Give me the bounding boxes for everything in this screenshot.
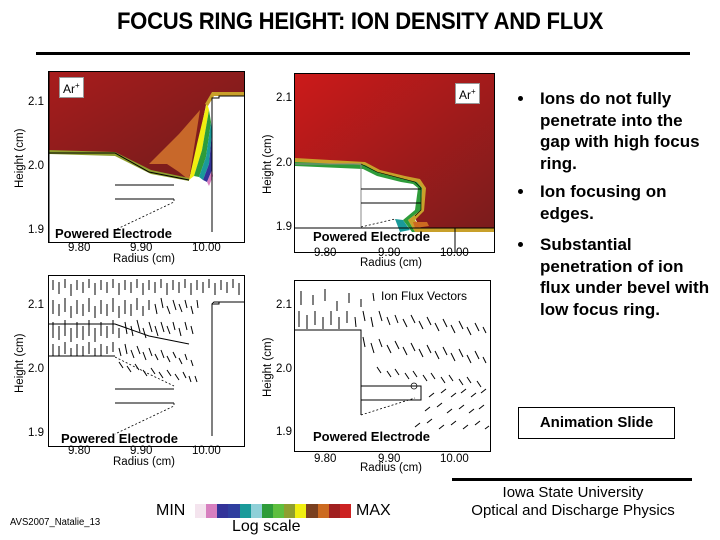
- panel-density-high-ring: Height (cm) 2.1 2.0 1.9: [0, 60, 250, 270]
- y-tick: 2.1: [28, 299, 44, 311]
- y-tick: 2.0: [276, 157, 292, 169]
- x-tick: 10.00: [440, 247, 469, 259]
- x-axis-label: Radius (cm): [360, 257, 422, 269]
- colorbar-scale-label: Log scale: [232, 518, 301, 535]
- title-underline: [36, 52, 690, 55]
- bullet-dot-icon: [518, 96, 523, 101]
- slide-id: AVS2007_Natalie_13: [10, 517, 101, 528]
- y-tick: 2.1: [276, 299, 292, 311]
- flux-vector-plot: Powered Electrode: [48, 275, 245, 447]
- y-axis-label: Height (cm): [14, 333, 26, 393]
- bullet-item: Substantial penetration of ion flux unde…: [516, 234, 716, 320]
- y-tick: 2.1: [276, 92, 292, 104]
- x-tick: 9.80: [68, 445, 91, 457]
- colorbar-swatch: [284, 504, 296, 518]
- y-tick: 2.0: [28, 160, 44, 172]
- colorbar: [195, 504, 351, 518]
- colorbar-swatch: [272, 504, 285, 518]
- x-tick: 9.80: [314, 453, 337, 465]
- bullet-dot-icon: [518, 242, 523, 247]
- colorbar-swatch: [195, 504, 207, 518]
- colorbar-max-label: MAX: [356, 502, 391, 519]
- bullet-item: Ions do not fully penetrate into the gap…: [516, 88, 716, 174]
- density-contour-graphic: [295, 74, 494, 252]
- density-plot: Ar+ Powered Electrode: [48, 71, 245, 243]
- colorbar-swatch: [228, 504, 240, 518]
- x-tick: 9.90: [378, 453, 401, 465]
- density-contour-graphic: [49, 72, 244, 242]
- y-tick: 1.9: [28, 224, 44, 236]
- x-tick: 9.90: [130, 242, 153, 254]
- institution-block: Iowa State University Optical and Discha…: [440, 484, 706, 520]
- colorbar-min-label: MIN: [156, 502, 186, 519]
- x-tick: 10.00: [192, 445, 221, 457]
- y-tick: 2.0: [276, 363, 292, 375]
- x-axis-label: Radius (cm): [113, 253, 175, 265]
- x-axis-label: Radius (cm): [360, 462, 422, 474]
- colorbar-swatch: [250, 504, 262, 518]
- flux-vector-graphic: [49, 279, 244, 446]
- x-tick: 9.90: [130, 445, 153, 457]
- x-axis-label: Radius (cm): [113, 456, 175, 468]
- y-tick: 1.9: [276, 221, 292, 233]
- flux-vector-plot: Ion Flux Vectors Powered Electrode: [294, 280, 491, 452]
- species-label: Ar+: [59, 77, 84, 98]
- y-axis-label: Height (cm): [14, 128, 26, 188]
- colorbar-swatch: [306, 504, 318, 518]
- bullet-list: Ions do not fully penetrate into the gap…: [516, 88, 716, 327]
- y-tick: 1.9: [28, 427, 44, 439]
- vector-label: Ion Flux Vectors: [381, 289, 468, 303]
- colorbar-swatch: [317, 504, 329, 518]
- colorbar-swatch: [217, 504, 229, 518]
- colorbar-swatch: [206, 504, 218, 518]
- density-plot: Ar+ Powered Electrode: [294, 73, 495, 253]
- y-tick: 2.1: [28, 96, 44, 108]
- bullet-dot-icon: [518, 189, 523, 194]
- animation-slide-button[interactable]: Animation Slide: [518, 407, 675, 439]
- electrode-label: Powered Electrode: [61, 431, 179, 446]
- institution-name: Iowa State University: [502, 484, 644, 501]
- y-tick: 1.9: [276, 426, 292, 438]
- institution-rule: [452, 478, 692, 481]
- x-tick: 10.00: [440, 453, 469, 465]
- panel-flux-low-ring: Height (cm) 2.1 2.0 1.9 Ion Flux Vectors…: [250, 265, 500, 475]
- colorbar-swatch: [261, 504, 273, 518]
- colorbar-swatch: [239, 504, 251, 518]
- y-axis-label: Height (cm): [262, 134, 274, 194]
- x-tick: 9.80: [68, 242, 91, 254]
- colorbar-swatch: [328, 504, 340, 518]
- x-tick: 9.90: [378, 247, 401, 259]
- electrode-label: Powered Electrode: [313, 429, 431, 444]
- slide-title: FOCUS RING HEIGHT: ION DENSITY AND FLUX: [116, 8, 604, 35]
- x-tick: 10.00: [192, 242, 221, 254]
- bullet-item: Ion focusing on edges.: [516, 181, 716, 224]
- electrode-label: Powered Electrode: [55, 226, 173, 241]
- y-tick: 2.0: [28, 363, 44, 375]
- electrode-label: Powered Electrode: [313, 229, 431, 244]
- panel-density-low-ring: Height (cm) 2.1 2.0 1.9 Ar+ Powe: [250, 60, 500, 270]
- species-label: Ar+: [455, 83, 480, 104]
- colorbar-swatch: [295, 504, 307, 518]
- x-tick: 9.80: [314, 247, 337, 259]
- group-name: Optical and Discharge Physics: [471, 502, 675, 519]
- colorbar-swatch: [339, 504, 351, 518]
- panel-flux-high-ring: Height (cm) 2.1 2.0 1.9 Powered Electrod…: [0, 265, 250, 475]
- flux-vector-graphic: [295, 289, 490, 451]
- y-axis-label: Height (cm): [262, 337, 274, 397]
